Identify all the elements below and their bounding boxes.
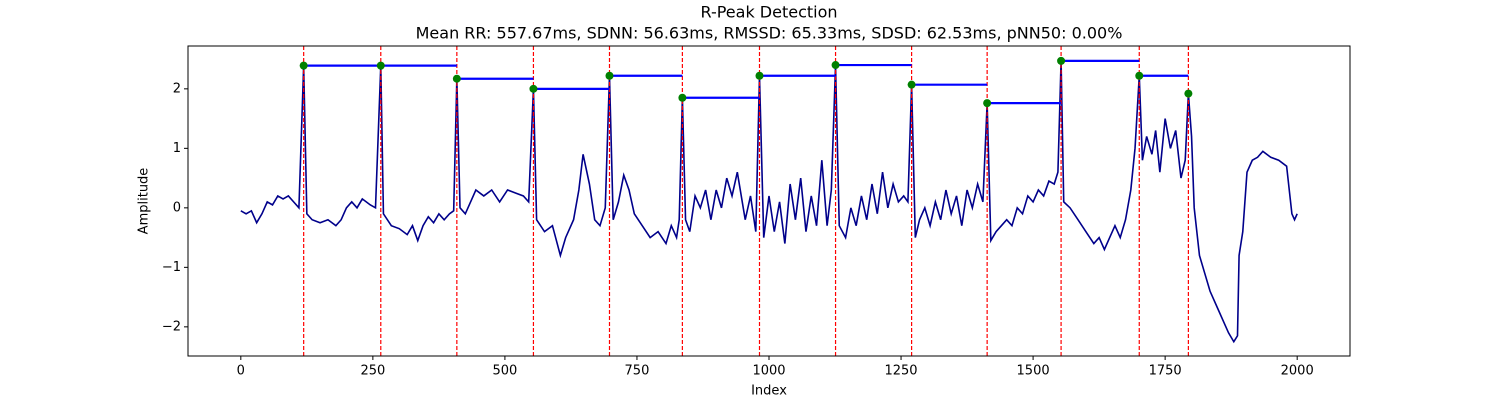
chart-subtitle: Mean RR: 557.67ms, SDNN: 56.63ms, RMSSD:… xyxy=(416,24,1123,43)
y-tick-label: 0 xyxy=(173,200,181,215)
peak xyxy=(529,84,538,93)
peak xyxy=(1057,56,1066,65)
peak xyxy=(376,61,385,70)
x-axis-label: Index xyxy=(751,384,787,399)
x-tick-label: 1750 xyxy=(1149,364,1182,379)
y-axis-label: Amplitude xyxy=(137,168,152,235)
chart-title: R-Peak Detection xyxy=(700,3,837,22)
signal-line xyxy=(240,60,1298,344)
peak xyxy=(452,74,461,83)
peak xyxy=(755,71,764,80)
x-tick-label: 2000 xyxy=(1281,364,1314,379)
peak xyxy=(1184,89,1193,98)
x-tick-label: 500 xyxy=(492,364,517,379)
peak xyxy=(907,80,916,89)
peak xyxy=(831,61,840,70)
y-tick-label: 2 xyxy=(173,81,181,96)
x-tick-label: 250 xyxy=(360,364,385,379)
x-tick-label: 750 xyxy=(625,364,650,379)
plot-frame xyxy=(187,45,1351,357)
peak xyxy=(605,71,614,80)
x-tick-label: 1500 xyxy=(1017,364,1050,379)
y-tick-label: −2 xyxy=(162,319,181,334)
y-tick-label: 1 xyxy=(173,141,181,156)
peak xyxy=(983,99,992,108)
peak xyxy=(1135,71,1144,80)
x-tick-label: 1250 xyxy=(884,364,917,379)
peak xyxy=(678,93,687,102)
x-tick-label: 0 xyxy=(237,364,245,379)
peak xyxy=(299,61,308,70)
y-tick-label: −1 xyxy=(162,260,181,275)
x-tick-label: 1000 xyxy=(752,364,785,379)
